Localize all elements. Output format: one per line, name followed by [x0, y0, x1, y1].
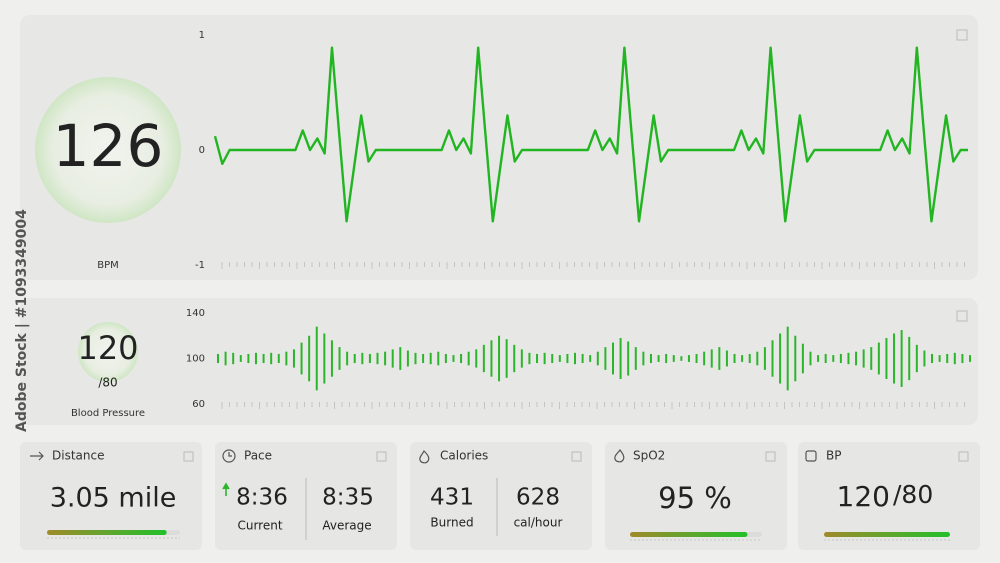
bp-sub: /80	[98, 376, 117, 390]
card-title: Distance	[52, 449, 104, 463]
pace-average: 8:35	[322, 485, 374, 511]
y-tick-label: 60	[192, 399, 205, 410]
bpm-circle	[35, 77, 181, 223]
card-icon	[376, 451, 387, 462]
distance-value: 3.05 mile	[50, 483, 177, 514]
heart-rate-panel	[20, 15, 978, 280]
pace-average-label: Average	[322, 519, 371, 533]
spo2-card	[605, 442, 787, 550]
watermark: Adobe Stock | #1093349004	[14, 209, 30, 432]
progress-bar	[824, 532, 950, 537]
calories-card	[410, 442, 592, 550]
calories-burned-label: Burned	[430, 516, 473, 530]
y-tick-label: -1	[195, 260, 205, 271]
pace-icon	[222, 449, 236, 463]
bp-card-value: 120	[837, 480, 890, 513]
card-title: SpO2	[633, 449, 665, 463]
pace-current: 8:36	[236, 485, 288, 511]
calories-rate-label: cal/hour	[514, 516, 563, 530]
card-icon	[765, 451, 776, 462]
spo2-value: 95 %	[658, 481, 732, 515]
bpm-value: 126	[53, 112, 164, 180]
card-title: Pace	[244, 449, 272, 463]
y-tick-label: 100	[186, 354, 205, 365]
pace-up-arrow	[222, 482, 230, 496]
progress-bar	[47, 530, 167, 535]
bp-value: 120	[77, 329, 138, 367]
bp-circle	[78, 322, 138, 382]
bp-card-sub: /80	[893, 480, 933, 509]
ecg-line	[213, 46, 968, 223]
card-title: Calories	[440, 449, 488, 463]
panel-icon	[956, 29, 968, 41]
card-icon	[958, 451, 969, 462]
panel-icon	[956, 310, 968, 322]
y-tick-label: 140	[186, 308, 205, 319]
y-tick-label: 1	[199, 30, 205, 41]
calories-burned: 431	[430, 485, 474, 511]
calories-icon	[419, 449, 430, 464]
card-icon	[571, 451, 582, 462]
bpm-unit: BPM	[97, 260, 119, 271]
spo2-icon	[614, 449, 625, 463]
card-icon	[183, 451, 194, 462]
bp-label: Blood Pressure	[71, 408, 145, 419]
distance-card	[20, 442, 202, 550]
progress-bar	[630, 532, 748, 537]
calories-rate: 628	[516, 485, 560, 511]
bp-card	[798, 442, 980, 550]
card-title: BP	[826, 449, 841, 463]
distance-icon	[30, 451, 44, 461]
pace-current-label: Current	[237, 519, 282, 533]
y-tick-label: 0	[199, 145, 205, 156]
bp-icon	[805, 450, 817, 462]
